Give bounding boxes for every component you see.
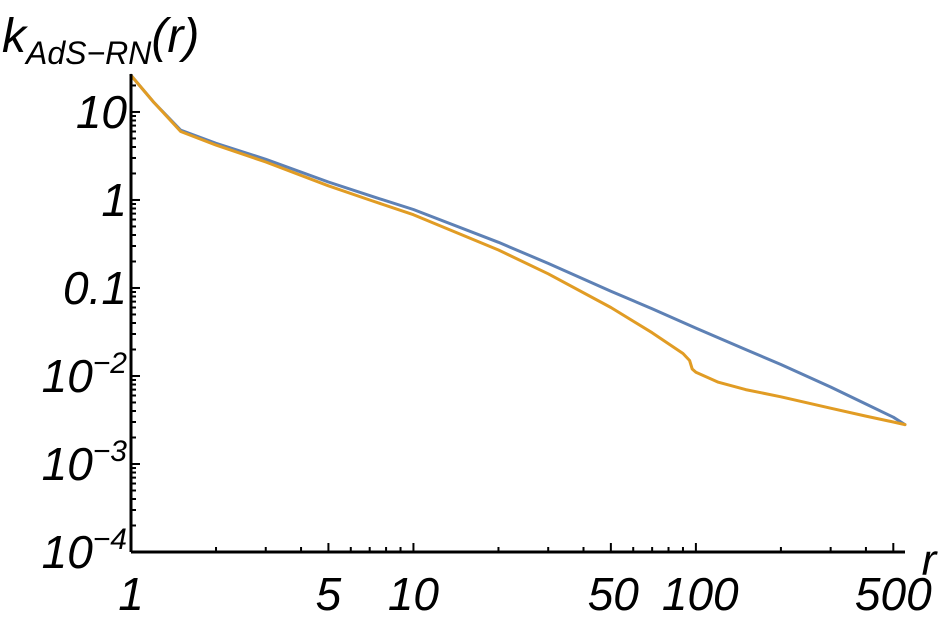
series-line-1 <box>129 73 907 427</box>
y-axis-title: kAdS−RN(r) <box>2 10 199 71</box>
x-tick-label: 10 <box>388 568 440 620</box>
x-tick-label: 50 <box>588 568 640 620</box>
y-tick-label: 10 <box>76 86 128 138</box>
axes-layer <box>129 74 905 554</box>
series-line-2 <box>129 73 907 427</box>
y-tick-label: 10−4 <box>42 523 127 578</box>
y-tick-label: 10−3 <box>42 435 128 490</box>
y-tick-label: 1 <box>101 174 127 226</box>
y-tick-label: 0.1 <box>63 262 127 314</box>
x-tick-label: 500 <box>855 568 932 620</box>
x-tick-label: 5 <box>316 568 342 620</box>
x-tick-label: 1 <box>118 568 144 620</box>
series-layer <box>129 73 907 427</box>
x-axis-title: r <box>922 536 939 585</box>
x-tick-label: 100 <box>662 568 739 620</box>
y-tick-label: 10−2 <box>42 347 128 402</box>
